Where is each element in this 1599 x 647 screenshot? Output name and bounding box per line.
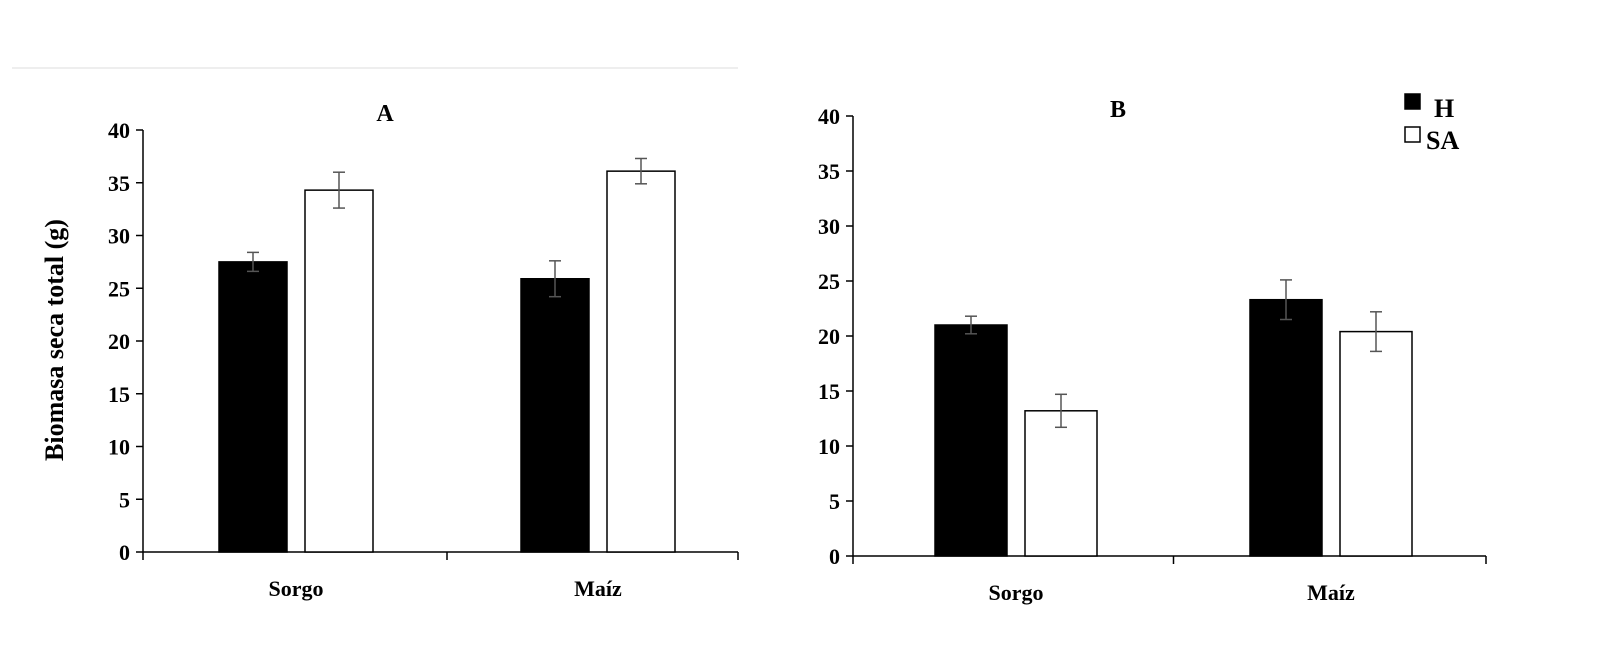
y-tick-label-a: 15 [108, 382, 130, 407]
bar-b-sa-maíz [1339, 330, 1413, 557]
legend-swatch-h [1404, 93, 1421, 110]
panel-title-a: A [376, 101, 394, 127]
category-label-b: Sorgo [989, 580, 1044, 605]
y-tick-label-a: 5 [119, 487, 130, 512]
y-tick-label-a: 0 [119, 540, 130, 565]
bar-b-h-maíz [1249, 298, 1323, 557]
y-tick-label-b: 10 [818, 434, 840, 459]
y-tick-label-b: 20 [818, 324, 840, 349]
bar-a-sa-sorgo [304, 189, 374, 553]
y-tick-label-a: 10 [108, 435, 130, 460]
y-tick-label-b: 35 [818, 159, 840, 184]
y-tick-label-b: 25 [818, 269, 840, 294]
category-label-b: Maíz [1307, 580, 1355, 605]
chart-panel-b: B 0 5 10 15 20 25 30 35 40 Sorgo Maíz [818, 97, 1487, 605]
panel-title-b: B [1110, 97, 1126, 123]
y-tick-label-b: 5 [829, 489, 840, 514]
y-tick-label-a: 30 [108, 224, 130, 249]
legend-label-h: H [1434, 94, 1454, 123]
bar-b-sa-sorgo [1024, 410, 1098, 557]
bar-a-h-sorgo [218, 261, 288, 553]
y-tick-label-b: 30 [818, 214, 840, 239]
legend-label-sa: SA [1426, 126, 1459, 155]
bar-b-h-sorgo [934, 324, 1008, 557]
y-tick-label-b: 0 [829, 544, 840, 569]
chart-panel-a: A 0 5 10 15 20 25 30 35 40 Sorgo Maíz [108, 101, 739, 601]
bar-a-h-maíz [520, 278, 590, 553]
y-tick-label-b: 40 [818, 104, 840, 129]
bar-a-sa-maíz [606, 170, 676, 553]
y-tick-label-a: 35 [108, 171, 130, 196]
y-tick-label-a: 40 [108, 118, 130, 143]
y-tick-label-a: 20 [108, 329, 130, 354]
category-label-a: Maíz [574, 576, 622, 601]
category-label-a: Sorgo [269, 576, 324, 601]
legend: H SA [1404, 93, 1459, 155]
legend-swatch-sa [1404, 126, 1421, 143]
y-axis-label: Biomasa seca total (g) [40, 219, 69, 461]
y-tick-label-a: 25 [108, 276, 130, 301]
y-tick-label-b: 15 [818, 379, 840, 404]
